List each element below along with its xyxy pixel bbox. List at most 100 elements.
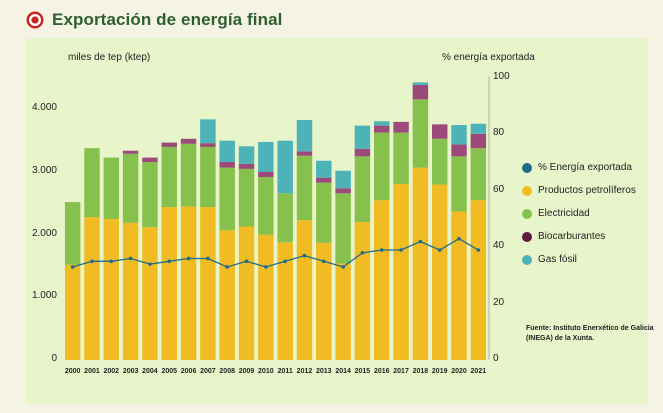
bar-segment bbox=[219, 230, 235, 360]
bar-segment bbox=[431, 184, 448, 360]
line-point bbox=[341, 265, 345, 269]
bar-segment bbox=[161, 142, 177, 147]
bar-segment bbox=[180, 206, 197, 360]
bar-segment bbox=[412, 84, 429, 100]
source-note: Fuente: Instituto Enerxético de Galicia … bbox=[526, 325, 654, 342]
bar-segment bbox=[161, 207, 177, 360]
line-point bbox=[148, 262, 152, 266]
y-tick-label: 0 bbox=[51, 353, 57, 364]
x-tick-label: 2019 bbox=[431, 368, 448, 375]
bar-segment bbox=[296, 155, 313, 221]
x-tick-label: 2017 bbox=[393, 368, 409, 375]
bar-segment bbox=[316, 242, 332, 360]
bar-segment bbox=[219, 140, 235, 162]
y2-tick-label: 100 bbox=[493, 71, 510, 82]
bar-segment bbox=[258, 234, 274, 360]
y2-tick-label: 0 bbox=[493, 353, 499, 364]
bar-segment bbox=[470, 200, 487, 360]
page-title: Exportación de energía final bbox=[52, 10, 283, 29]
legend-marker bbox=[522, 231, 532, 242]
line-point bbox=[360, 251, 365, 255]
x-tick-label: 2002 bbox=[103, 368, 120, 375]
x-tick-label: 2004 bbox=[142, 368, 158, 375]
y-tick-label: 4.000 bbox=[31, 102, 57, 114]
y2-tick-label: 80 bbox=[493, 127, 505, 139]
line-point bbox=[167, 259, 172, 264]
x-tick-label: 2009 bbox=[238, 368, 255, 375]
y-tick-label: 2.000 bbox=[31, 227, 57, 239]
bar-segment bbox=[200, 207, 216, 360]
bar-segment bbox=[374, 200, 390, 360]
bar-segment bbox=[451, 144, 467, 157]
legend-label: Electricidad bbox=[538, 208, 590, 219]
target-icon bbox=[26, 11, 44, 29]
chart-panel: miles de tep (ktep) % energía exportada … bbox=[26, 38, 648, 404]
bar-segment bbox=[393, 121, 409, 133]
bar-segment bbox=[180, 143, 197, 207]
line-point bbox=[109, 259, 114, 264]
bar-segment bbox=[84, 148, 100, 218]
line-point bbox=[264, 265, 268, 269]
legend-marker bbox=[522, 185, 532, 196]
legend-marker bbox=[522, 254, 532, 265]
y2-tick-label: 40 bbox=[493, 240, 505, 252]
bar-segment bbox=[64, 202, 81, 265]
bar-segment bbox=[431, 124, 448, 139]
bar-segment bbox=[238, 168, 255, 227]
bar-segment bbox=[431, 138, 448, 185]
bar-segment bbox=[316, 160, 332, 178]
legend-item: Electricidad bbox=[522, 202, 636, 225]
bar-segment bbox=[335, 193, 351, 264]
x-tick-label: 2020 bbox=[451, 368, 467, 375]
legend-label: Gas fósil bbox=[538, 254, 577, 265]
bar-segment bbox=[374, 132, 390, 201]
bar-segment bbox=[142, 227, 158, 360]
bar-segment bbox=[374, 125, 390, 133]
bar-segment bbox=[354, 222, 371, 360]
bar-segment bbox=[335, 170, 351, 189]
bar-segment bbox=[354, 148, 371, 157]
bar-segment bbox=[412, 99, 429, 168]
x-tick-label: 2013 bbox=[315, 368, 332, 375]
x-tick-label: 2012 bbox=[296, 368, 313, 375]
bar-segment bbox=[451, 125, 467, 145]
bar-segment bbox=[258, 141, 274, 172]
bar-segment bbox=[103, 157, 120, 219]
bar-segment bbox=[180, 138, 197, 144]
legend-label: Productos petrolíferos bbox=[538, 185, 636, 196]
bar-segment bbox=[277, 193, 293, 243]
bar-segment bbox=[103, 219, 120, 360]
y2-axis-label: % energía exportada bbox=[442, 52, 535, 63]
bar-segment bbox=[142, 157, 158, 162]
bar-segment bbox=[238, 226, 255, 360]
bar-segment bbox=[219, 167, 235, 231]
y2-tick-label: 60 bbox=[493, 183, 505, 195]
legend-marker bbox=[522, 162, 532, 173]
chart-header: Exportación de energía final bbox=[26, 10, 282, 30]
x-tick-label: 2000 bbox=[64, 368, 81, 375]
bar-segment bbox=[200, 146, 216, 208]
legend-marker bbox=[522, 208, 532, 219]
bar-segment bbox=[296, 119, 313, 152]
x-tick-label: 2015 bbox=[354, 368, 371, 375]
legend-item: Biocarburantes bbox=[522, 225, 636, 248]
line-point bbox=[399, 248, 403, 252]
bar-segment bbox=[277, 242, 293, 360]
line-point bbox=[418, 239, 423, 244]
bar-segment bbox=[200, 143, 216, 147]
bar-segment bbox=[335, 263, 351, 360]
legend-item: Productos petrolíferos bbox=[522, 179, 636, 202]
y-axis-label: miles de tep (ktep) bbox=[68, 52, 151, 63]
bar-segment bbox=[393, 132, 409, 184]
bar-segment bbox=[412, 167, 429, 360]
x-tick-label: 2005 bbox=[161, 368, 178, 375]
legend-item: Gas fósil bbox=[522, 248, 636, 271]
line-point bbox=[302, 253, 307, 258]
line-point bbox=[457, 236, 461, 241]
chart-plot bbox=[64, 76, 490, 360]
x-tick-label: 2001 bbox=[84, 368, 100, 375]
x-tick-label: 2011 bbox=[277, 368, 293, 375]
y-tick-label: 1.000 bbox=[31, 290, 57, 302]
x-tick-label: 2006 bbox=[180, 368, 197, 375]
bar-segment bbox=[219, 161, 235, 168]
